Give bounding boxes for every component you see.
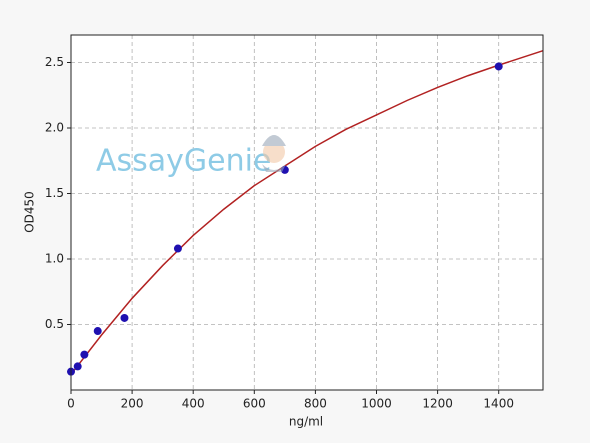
- plot-frame: [70, 34, 544, 391]
- x-tick-label: 400: [182, 397, 205, 411]
- data-point: [80, 350, 89, 359]
- plot-layer: [67, 35, 544, 390]
- data-point: [173, 244, 182, 253]
- x-tick-label: 0: [67, 397, 75, 411]
- y-axis-label: OD450: [23, 191, 37, 233]
- plot-area: [71, 35, 543, 390]
- x-tick-label: 200: [121, 397, 144, 411]
- data-point: [494, 62, 503, 71]
- fit-curve: [70, 50, 544, 375]
- x-tick-label: 600: [243, 397, 266, 411]
- logo: [262, 135, 286, 172]
- y-tick-label: 0.5: [45, 317, 64, 331]
- data-point: [93, 327, 102, 336]
- y-tick-label: 1.5: [45, 186, 64, 200]
- data-point: [120, 313, 129, 322]
- y-tick-label: 2.5: [45, 55, 64, 69]
- x-axis-label: ng/ml: [289, 415, 323, 429]
- y-tick-label: 2.0: [45, 121, 64, 135]
- x-tick-label: 800: [304, 397, 327, 411]
- watermark: AssayGenie: [96, 144, 271, 179]
- data-point: [73, 362, 82, 371]
- y-tick-label: 1.0: [45, 252, 64, 266]
- x-tick-label: 1200: [422, 397, 453, 411]
- x-tick-label: 1000: [361, 397, 392, 411]
- x-tick-label: 1400: [483, 397, 514, 411]
